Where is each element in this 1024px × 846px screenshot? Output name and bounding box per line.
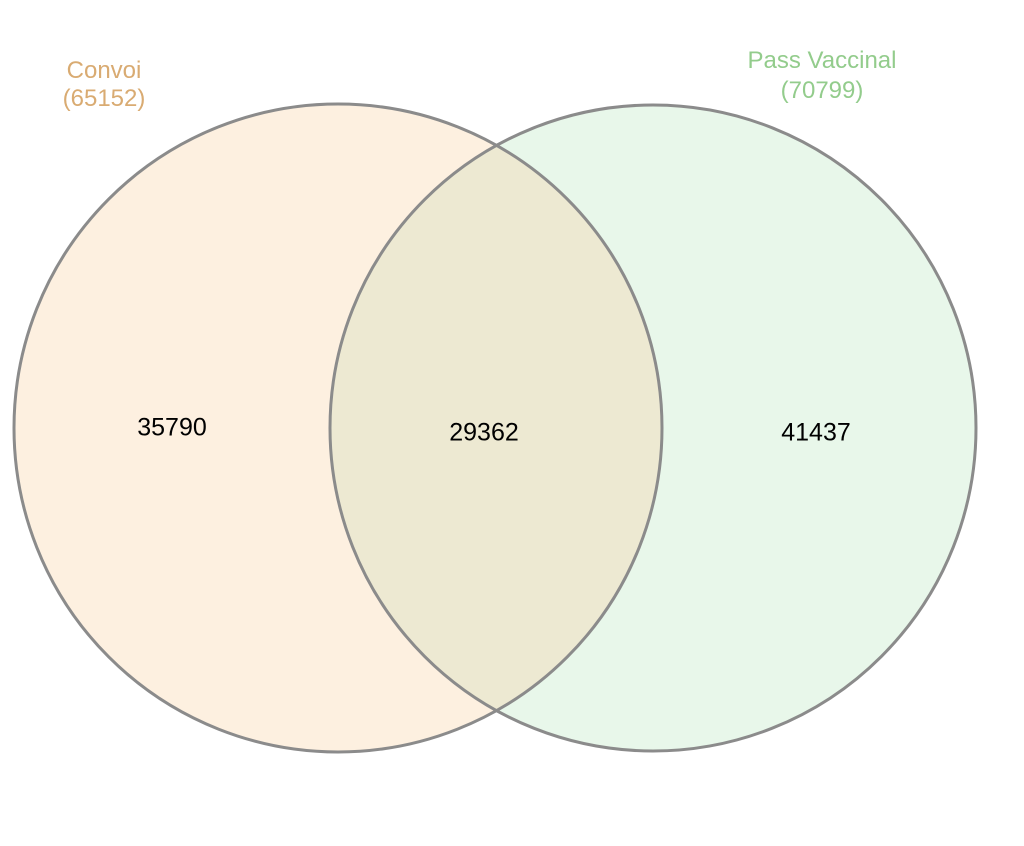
pass-vaccinal-size-label: (70799) <box>781 77 864 104</box>
convoi-size-label: (65152) <box>63 85 146 112</box>
convoi-only-count: 35790 <box>137 414 207 442</box>
pass-vaccinal-label: Pass Vaccinal <box>748 47 897 74</box>
intersection-count: 29362 <box>449 419 519 447</box>
pass-vaccinal-circle-outline <box>328 103 978 753</box>
intersection-region <box>330 105 662 751</box>
convoi-circle-outline <box>12 102 664 754</box>
pass-vaccinal-only-count: 41437 <box>781 419 851 447</box>
convoi-label: Convoi <box>67 57 142 84</box>
